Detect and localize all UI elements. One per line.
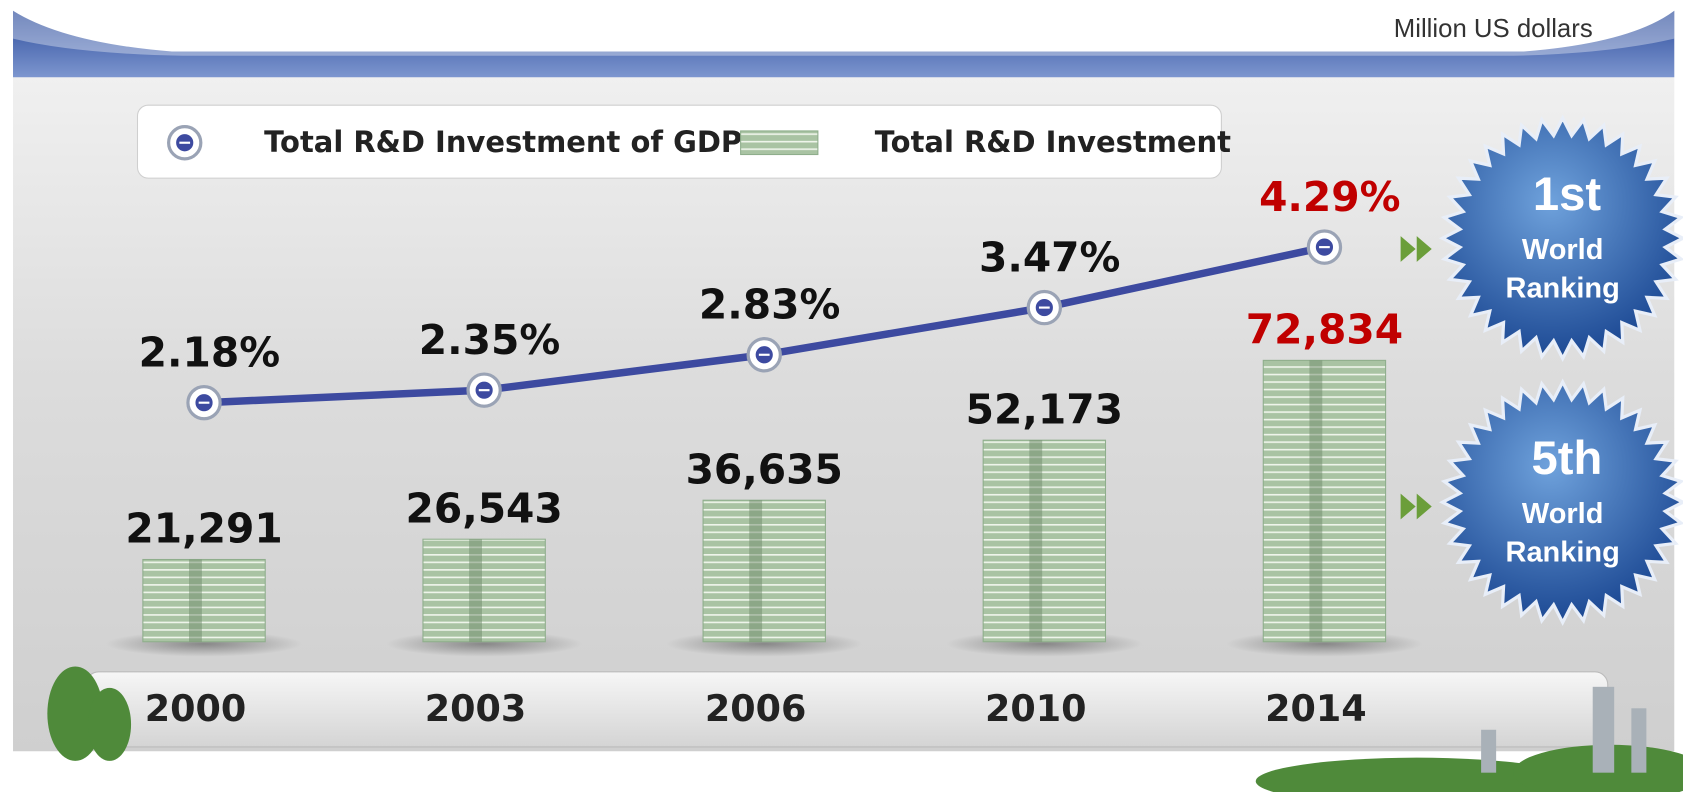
x-tick-label: 2006: [705, 687, 807, 730]
value-label: 52,173: [966, 385, 1123, 433]
value-label: 2.35%: [419, 316, 560, 364]
legend-label: Total R&D Investment of GDP: [264, 125, 742, 159]
bar-band: [1029, 440, 1043, 642]
badge-text: Ranking: [1506, 536, 1620, 568]
bar-band: [1309, 360, 1323, 642]
bar: [702, 499, 826, 643]
badge-text: Ranking: [1506, 272, 1620, 304]
x-tick-label: 2003: [425, 687, 526, 730]
value-label: 21,291: [125, 505, 282, 553]
badge-text: World: [1522, 498, 1604, 530]
badge-star: [1438, 114, 1683, 362]
x-tick-label: 2014: [1265, 687, 1367, 730]
unit-note: Million US dollars: [1394, 15, 1593, 43]
bar: [982, 439, 1107, 643]
badge: 1st World Ranking: [1438, 114, 1683, 362]
badge-text: World: [1522, 234, 1604, 266]
value-label: 2.18%: [139, 328, 280, 376]
badge: 5th World Ranking: [1438, 378, 1683, 626]
plot: 2000 2003 2006 2010 2014 21,291 26,543 36,635 52…: [106, 173, 1423, 730]
value-label: 3.47%: [979, 233, 1120, 281]
value-label: 2.83%: [699, 281, 840, 329]
value-label: 36,635: [686, 445, 843, 493]
x-tick-label: 2010: [985, 687, 1086, 730]
value-label: 4.29%: [1259, 173, 1400, 221]
bar-band: [189, 559, 202, 642]
bar-band: [749, 500, 763, 642]
bar: [1262, 359, 1387, 643]
value-label: 72,834: [1246, 305, 1403, 353]
badge-star: [1438, 378, 1683, 626]
legend: Total R&D Investment of GDP Total R&D Inv…: [167, 125, 1231, 161]
x-tick-label: 2000: [145, 687, 247, 730]
legend-label: Total R&D Investment: [875, 125, 1231, 159]
badge-rank: 5th: [1532, 432, 1603, 485]
value-label: 26,543: [405, 484, 562, 532]
legend-swatch: [740, 130, 819, 156]
bar: [422, 538, 546, 643]
bar: [142, 558, 266, 643]
badge-rank: 1st: [1533, 168, 1602, 221]
bar-band: [469, 539, 482, 642]
